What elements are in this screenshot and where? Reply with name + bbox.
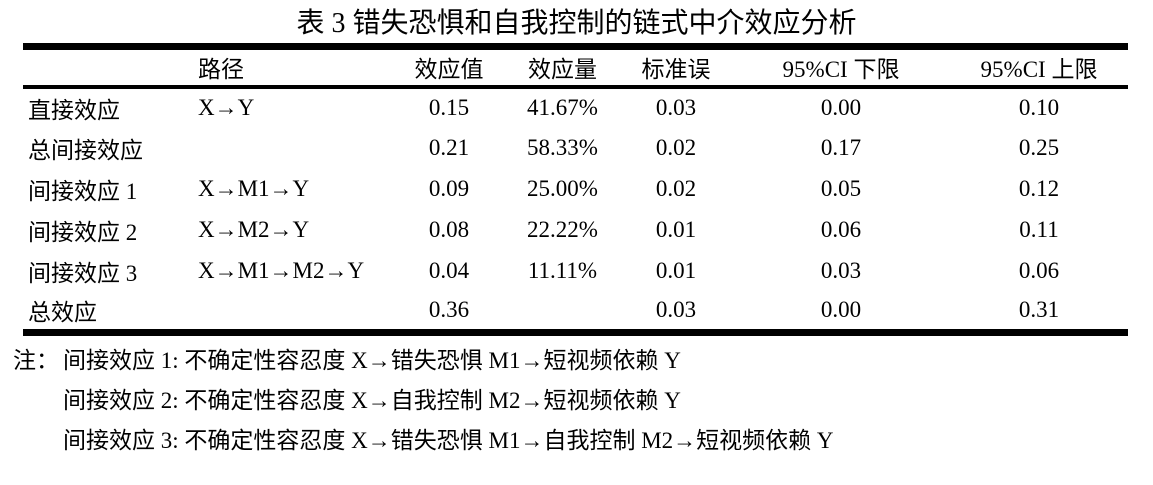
note-text-1: 间接效应 1: 不确定性容忍度 X→错失恐惧 M1→短视频依赖 Y: [63, 348, 681, 373]
cell-ci-upper: 0.12: [1018, 176, 1060, 201]
note-prefix: 注：: [13, 348, 59, 373]
table-row-indirect-effect-2: 间接效应 2 X→M2→Y 0.08 22.22% 0.01 0.06 0.11: [23, 210, 1128, 251]
cell-effect: 0.15: [428, 95, 470, 120]
cell-ci-upper: 0.06: [1018, 258, 1060, 283]
cell-path: X→M1→M2→Y: [198, 258, 365, 283]
note-text-3: 间接效应 3: 不确定性容忍度 X→错失恐惧 M1→自我控制 M2→短视频依赖 …: [63, 428, 834, 453]
mediation-effects-table: 路径 效应值 效应量 标准误 95%CI 下限 95%CI 上限 直接效应 X→…: [23, 43, 1128, 336]
cell-proportion: 11.11%: [527, 258, 598, 283]
cell-label: 间接效应 2: [28, 220, 138, 245]
cell-ci-upper: 0.10: [1018, 95, 1060, 120]
cell-ci-upper: 0.31: [1018, 297, 1060, 323]
cell-path: [198, 292, 393, 333]
cell-ci-upper: 0.25: [1018, 135, 1060, 160]
table-row-total-indirect-effect: 总间接效应 0.21 58.33% 0.02 0.17 0.25: [23, 128, 1128, 169]
note-text-2: 间接效应 2: 不确定性容忍度 X→自我控制 M2→短视频依赖 Y: [63, 388, 681, 413]
cell-se: 0.02: [655, 176, 697, 201]
cell-effect: 0.36: [428, 297, 470, 323]
header-standard-error: 标准误: [620, 46, 732, 89]
cell-effect: 0.04: [428, 258, 470, 283]
cell-effect: 0.21: [428, 135, 470, 160]
cell-proportion: 22.22%: [527, 217, 598, 242]
cell-label: 总效应: [28, 300, 97, 326]
cell-path: X→M1→Y: [198, 176, 310, 201]
cell-ci-upper: 0.11: [1019, 217, 1059, 242]
table-title: 表 3 错失恐惧和自我控制的链式中介效应分析: [296, 8, 857, 39]
cell-effect: 0.08: [428, 217, 470, 242]
note-line-1: 注： 间接效应 1: 不确定性容忍度 X→错失恐惧 M1→短视频依赖 Y: [13, 341, 1153, 381]
cell-path: X→Y: [198, 95, 255, 120]
cell-path: [198, 128, 393, 169]
cell-ci-lower: 0.06: [820, 217, 862, 242]
cell-ci-lower: 0.17: [820, 135, 862, 160]
header-path: 路径: [198, 46, 393, 89]
cell-label: 总间接效应: [28, 138, 143, 163]
cell-proportion: 25.00%: [527, 176, 598, 201]
cell-proportion: 41.67%: [527, 95, 598, 120]
cell-se: 0.02: [655, 135, 697, 160]
header-ci-upper: 95%CI 上限: [950, 46, 1128, 89]
cell-effect: 0.09: [428, 176, 470, 201]
table-header-row: 路径 效应值 效应量 标准误 95%CI 下限 95%CI 上限: [23, 46, 1128, 89]
header-row-label: [23, 46, 198, 89]
table-row-direct-effect: 直接效应 X→Y 0.15 41.67% 0.03 0.00 0.10: [23, 87, 1128, 128]
cell-label: 间接效应 3: [28, 261, 138, 286]
note-line-2: 间接效应 2: 不确定性容忍度 X→自我控制 M2→短视频依赖 Y: [13, 381, 1153, 421]
header-effect-value: 效应值: [393, 46, 505, 89]
cell-ci-lower: 0.05: [820, 176, 862, 201]
cell-se: 0.03: [655, 297, 697, 323]
cell-ci-lower: 0.03: [820, 258, 862, 283]
cell-se: 0.01: [655, 217, 697, 242]
table-row-indirect-effect-3: 间接效应 3 X→M1→M2→Y 0.04 11.11% 0.01 0.03 0…: [23, 251, 1128, 292]
cell-se: 0.01: [655, 258, 697, 283]
table-row-total-effect: 总效应 0.36 0.03 0.00 0.31: [23, 292, 1128, 333]
cell-label: 直接效应: [28, 98, 120, 123]
note-line-3: 间接效应 3: 不确定性容忍度 X→错失恐惧 M1→自我控制 M2→短视频依赖 …: [13, 421, 1153, 461]
cell-ci-lower: 0.00: [820, 95, 862, 120]
cell-se: 0.03: [655, 95, 697, 120]
table-notes: 注： 间接效应 1: 不确定性容忍度 X→错失恐惧 M1→短视频依赖 Y 间接效应…: [13, 341, 1153, 461]
cell-proportion: [505, 292, 620, 333]
cell-proportion: 58.33%: [527, 135, 598, 160]
cell-label: 间接效应 1: [28, 179, 138, 204]
cell-path: X→M2→Y: [198, 217, 310, 242]
header-effect-proportion: 效应量: [505, 46, 620, 89]
cell-ci-lower: 0.00: [820, 297, 862, 323]
table-row-indirect-effect-1: 间接效应 1 X→M1→Y 0.09 25.00% 0.02 0.05 0.12: [23, 169, 1128, 210]
header-ci-lower: 95%CI 下限: [732, 46, 950, 89]
